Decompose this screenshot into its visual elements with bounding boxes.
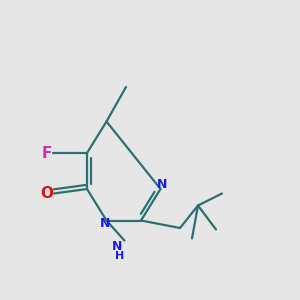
Text: O: O xyxy=(40,186,53,201)
Text: N: N xyxy=(157,178,167,191)
Text: F: F xyxy=(41,146,52,160)
Text: N: N xyxy=(112,240,122,253)
Text: N: N xyxy=(100,217,110,230)
Text: H: H xyxy=(115,251,124,261)
